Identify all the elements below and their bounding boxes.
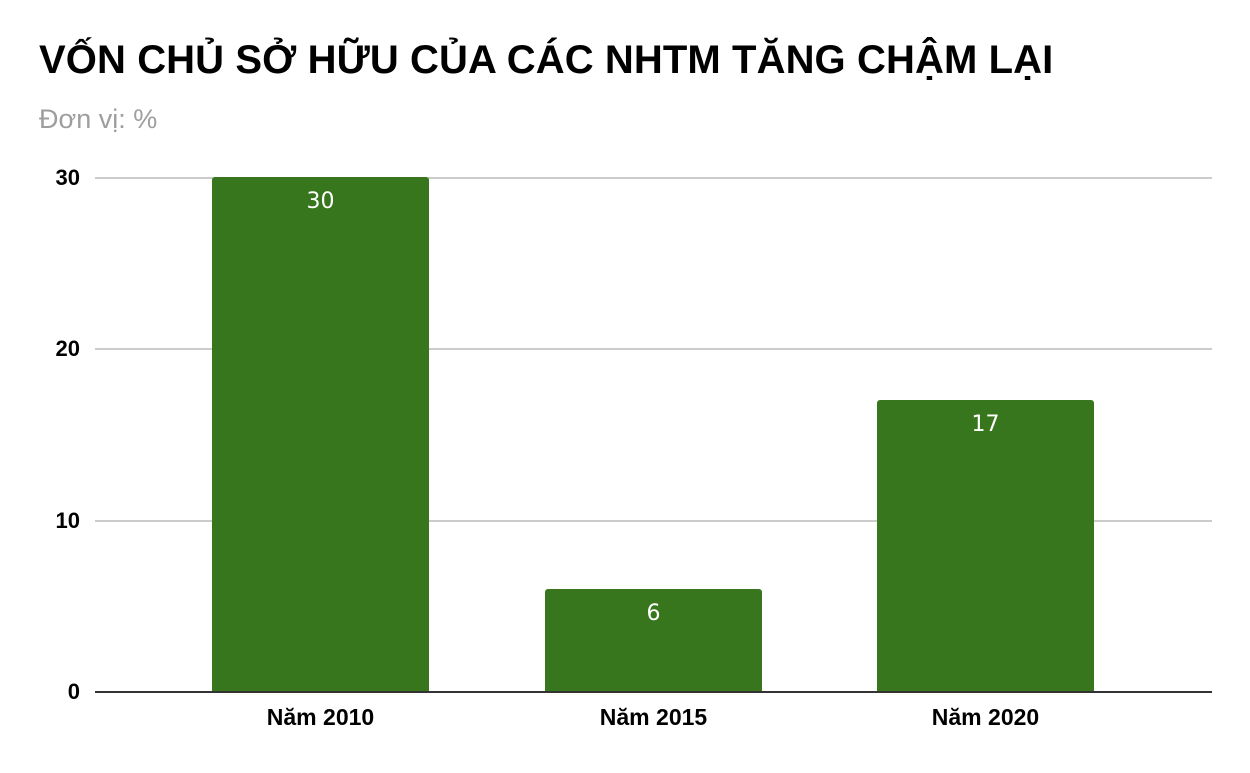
x-axis-baseline [95, 691, 1212, 693]
chart-subtitle-unit: Đơn vị: % [39, 104, 158, 134]
chart-title: VỐN CHỦ SỞ HỮU CỦA CÁC NHTM TĂNG CHẬM LẠ… [39, 38, 1054, 82]
bar-nam-2010: 30 [212, 177, 429, 692]
x-tick-label: Năm 2015 [599, 704, 708, 730]
x-tick-label: Năm 2020 [931, 704, 1040, 730]
y-tick-label: 0 [67, 679, 80, 704]
x-tick-label: Năm 2010 [266, 704, 375, 730]
gridline-10 [95, 520, 1212, 522]
bar-data-label: 17 [971, 412, 1000, 438]
y-tick-label: 10 [55, 508, 80, 533]
gridline-20 [95, 348, 1212, 350]
bar-nam-2015: 6 [545, 589, 762, 692]
gridline-30 [95, 177, 1212, 179]
y-tick-label: 30 [55, 165, 80, 190]
bar-nam-2020: 17 [877, 400, 1094, 692]
y-tick-label: 20 [55, 336, 80, 361]
bar-data-label: 6 [646, 601, 661, 626]
bar-data-label: 30 [306, 189, 335, 214]
